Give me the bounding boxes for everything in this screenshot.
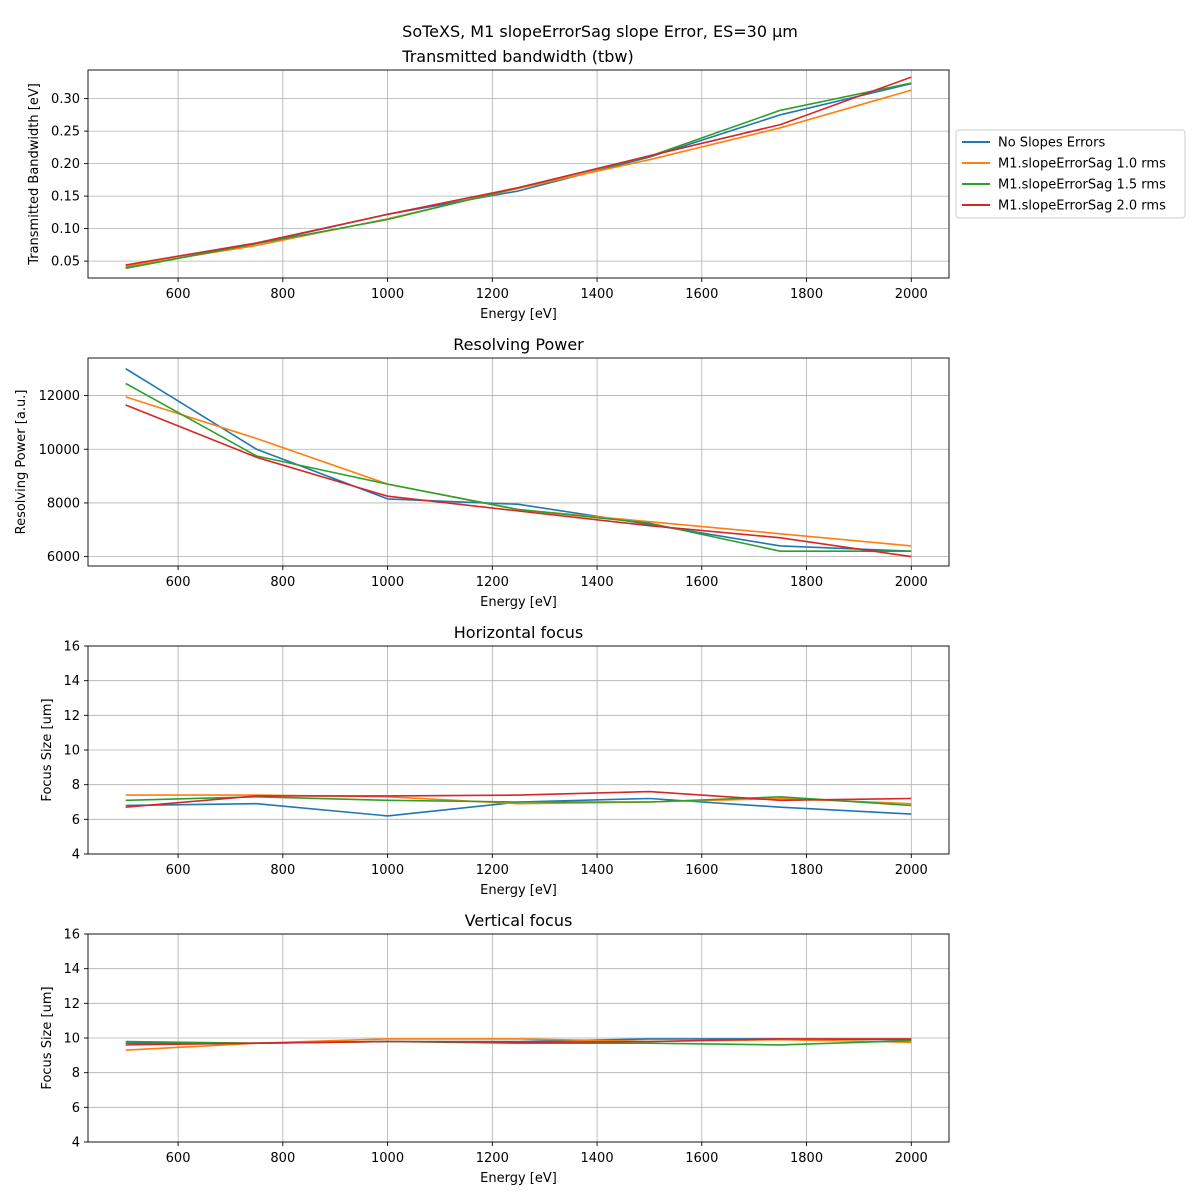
y-axis-label: Transmitted Bandwidth [eV] xyxy=(27,83,42,266)
y-tick-label: 6 xyxy=(72,1101,80,1116)
x-axis-label: Energy [eV] xyxy=(480,1171,557,1186)
series-line-2 xyxy=(125,89,912,268)
x-tick-label: 2000 xyxy=(895,575,928,590)
legend-label: M1.slopeErrorSag 2.0 rms xyxy=(998,199,1166,214)
y-tick-label: 0.10 xyxy=(51,222,80,237)
x-tick-label: 1400 xyxy=(581,575,614,590)
x-tick-label: 1600 xyxy=(685,287,718,302)
x-tick-label: 1600 xyxy=(685,863,718,878)
x-tick-label: 1000 xyxy=(371,287,404,302)
x-tick-label: 1800 xyxy=(790,863,823,878)
x-tick-label: 1800 xyxy=(790,287,823,302)
x-tick-label: 600 xyxy=(166,1151,191,1166)
legend-box xyxy=(955,129,1186,219)
x-tick-label: 600 xyxy=(166,287,191,302)
x-tick-label: 800 xyxy=(270,287,295,302)
y-tick-label: 6 xyxy=(72,813,80,828)
x-tick-label: 2000 xyxy=(895,863,928,878)
y-tick-label: 8 xyxy=(72,778,80,793)
y-axis-label: Focus Size [um] xyxy=(40,698,55,801)
x-tick-label: 1600 xyxy=(685,1151,718,1166)
series-line-4 xyxy=(125,76,912,266)
x-tick-label: 1000 xyxy=(371,575,404,590)
y-tick-label: 16 xyxy=(63,928,80,943)
y-tick-label: 4 xyxy=(72,848,80,863)
series-line-2 xyxy=(125,396,912,547)
chart-panel-2: Resolving Power 600 800 1000 1200 1400 1600 180… xyxy=(14,335,950,610)
x-tick-label: 800 xyxy=(270,863,295,878)
series-line-1 xyxy=(125,82,912,269)
y-tick-label: 0.15 xyxy=(51,190,80,205)
y-tick-label: 12000 xyxy=(39,389,80,404)
x-tick-label: 2000 xyxy=(895,1151,928,1166)
y-tick-label: 8000 xyxy=(47,496,80,511)
legend-label: M1.slopeErrorSag 1.5 rms xyxy=(998,178,1166,193)
x-tick-label: 1800 xyxy=(790,575,823,590)
chart-panel-3: Horizontal focus 600 800 1000 1200 1400 1600 18… xyxy=(40,623,950,898)
axes-frame xyxy=(87,69,950,279)
x-axis-label: Energy [eV] xyxy=(480,883,557,898)
series-line-1 xyxy=(125,797,912,817)
x-tick-label: 1600 xyxy=(685,575,718,590)
x-tick-label: 1400 xyxy=(581,863,614,878)
series-line-2 xyxy=(125,794,912,805)
x-tick-label: 1400 xyxy=(581,1151,614,1166)
panel-title: Transmitted bandwidth (tbw) xyxy=(401,47,633,66)
y-tick-label: 10 xyxy=(63,1032,80,1047)
y-axis-label: Focus Size [um] xyxy=(40,986,55,1089)
x-tick-label: 1200 xyxy=(476,863,509,878)
y-tick-label: 14 xyxy=(63,962,80,977)
series-line-4 xyxy=(125,790,912,808)
y-tick-label: 4 xyxy=(72,1136,80,1151)
x-axis-label: Energy [eV] xyxy=(480,595,557,610)
series-line-1 xyxy=(125,368,912,552)
y-axis-label: Resolving Power [a.u.] xyxy=(14,390,29,535)
series-line-4 xyxy=(125,1038,912,1046)
panel-title: Horizontal focus xyxy=(454,623,583,642)
x-tick-label: 1200 xyxy=(476,287,509,302)
y-tick-label: 16 xyxy=(63,640,80,655)
series-line-3 xyxy=(125,382,912,553)
y-tick-label: 8 xyxy=(72,1066,80,1081)
y-tick-label: 0.20 xyxy=(51,157,80,172)
y-tick-label: 12 xyxy=(63,997,80,1012)
axes-frame xyxy=(87,357,950,567)
x-tick-label: 1200 xyxy=(476,575,509,590)
x-tick-label: 800 xyxy=(270,1151,295,1166)
figure-title: SoTeXS, M1 slopeErrorSag slope Error, ES… xyxy=(402,22,798,41)
y-tick-label: 0.30 xyxy=(51,92,80,107)
x-axis-label: Energy [eV] xyxy=(480,307,557,322)
x-tick-label: 600 xyxy=(166,863,191,878)
series-line-4 xyxy=(125,404,912,558)
chart-panel-1: Transmitted bandwidth (tbw) 600 800 1000 120… xyxy=(27,47,1186,322)
x-tick-label: 2000 xyxy=(895,287,928,302)
y-tick-label: 0.25 xyxy=(51,125,80,140)
x-tick-label: 1000 xyxy=(371,863,404,878)
x-tick-label: 1200 xyxy=(476,1151,509,1166)
panel-title: Vertical focus xyxy=(465,911,573,930)
x-tick-label: 1000 xyxy=(371,1151,404,1166)
x-tick-label: 600 xyxy=(166,575,191,590)
y-tick-label: 14 xyxy=(63,674,80,689)
x-tick-label: 800 xyxy=(270,575,295,590)
x-tick-label: 1800 xyxy=(790,1151,823,1166)
y-tick-label: 6000 xyxy=(47,550,80,565)
chart-panel-4: Vertical focus 600 800 1000 1200 1400 1600 1800… xyxy=(40,911,950,1186)
series-line-3 xyxy=(125,82,912,270)
legend-label: M1.slopeErrorSag 1.0 rms xyxy=(998,157,1166,172)
series-line-3 xyxy=(125,795,912,807)
legend-label: No Slopes Errors xyxy=(998,136,1105,151)
legend: No Slopes Errors M1.slopeErrorSag 1.0 rms… xyxy=(955,129,1186,219)
y-tick-label: 12 xyxy=(63,709,80,724)
x-tick-label: 1400 xyxy=(581,287,614,302)
y-tick-label: 10000 xyxy=(39,443,80,458)
panel-title: Resolving Power xyxy=(453,335,584,354)
y-tick-label: 10 xyxy=(63,744,80,759)
y-tick-label: 0.05 xyxy=(51,255,80,270)
